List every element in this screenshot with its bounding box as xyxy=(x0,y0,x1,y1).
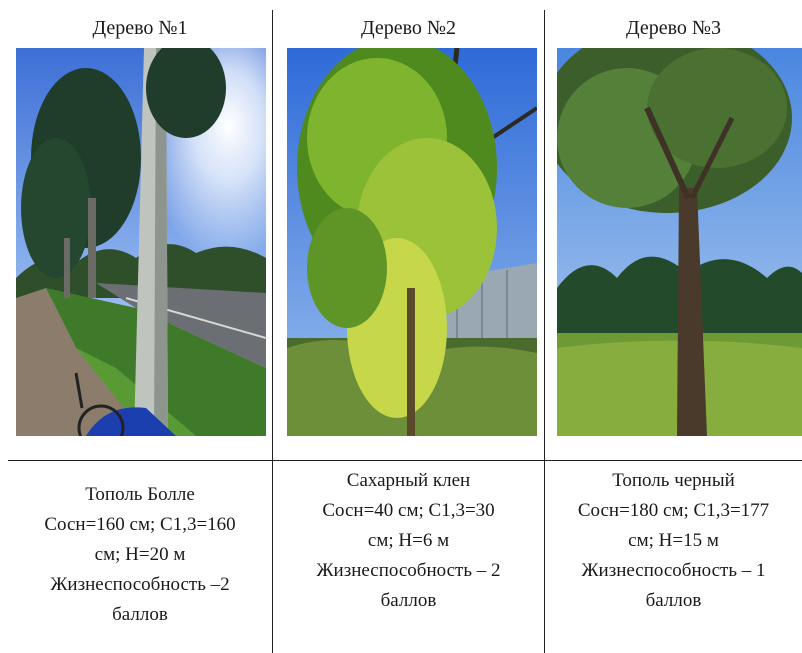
tree-column-1: Дерево №1 xyxy=(8,0,272,653)
tree-measure-line: Сосн=160 см; С1,3=160 xyxy=(44,514,236,535)
poplar-roadside-photo xyxy=(16,48,266,436)
tree-description: Тополь черный Сосн=180 см; С1,3=177 см; … xyxy=(545,466,802,616)
tree-vitality-unit: баллов xyxy=(112,604,168,625)
tree-vitality: Жизнеспособность –2 xyxy=(50,574,230,595)
column-divider xyxy=(544,10,545,653)
tree-measure-line: см; Н=6 м xyxy=(367,530,450,551)
tree-description: Сахарный клен Сосн=40 см; С1,3=30 см; Н=… xyxy=(273,466,544,616)
tree-measure-line: Сосн=180 см; С1,3=177 xyxy=(577,500,770,521)
tree-description: Тополь Болле Сосн=160 см; С1,3=160 см; Н… xyxy=(8,480,272,630)
tree-measure-line: см; Н=15 м xyxy=(628,530,719,551)
tree-species: Сахарный клен xyxy=(346,470,471,491)
tree-species: Тополь черный xyxy=(612,470,735,491)
tree-vitality: Жизнеспособность – 2 xyxy=(316,560,501,581)
black-poplar-photo xyxy=(557,48,802,436)
tree-title: Дерево №1 xyxy=(92,17,188,39)
tree-species: Тополь Болле xyxy=(85,484,195,505)
tree-title: Дерево №3 xyxy=(625,17,722,39)
tree-measure-line: см; Н=20 м xyxy=(94,544,186,565)
tree-measure-line: Сосн=40 см; С1,3=30 xyxy=(322,500,495,521)
column-divider xyxy=(272,10,273,653)
row-divider xyxy=(8,460,802,461)
tree-vitality-unit: баллов xyxy=(645,590,702,611)
tree-title: Дерево №2 xyxy=(360,17,457,39)
tree-vitality-unit: баллов xyxy=(380,590,437,611)
tree-column-3: Дерево №3 xyxy=(545,0,802,653)
tree-column-2: Дерево №2 xyxy=(273,0,544,653)
tree-vitality: Жизнеспособность – 1 xyxy=(581,560,766,581)
maple-photo xyxy=(287,48,537,436)
